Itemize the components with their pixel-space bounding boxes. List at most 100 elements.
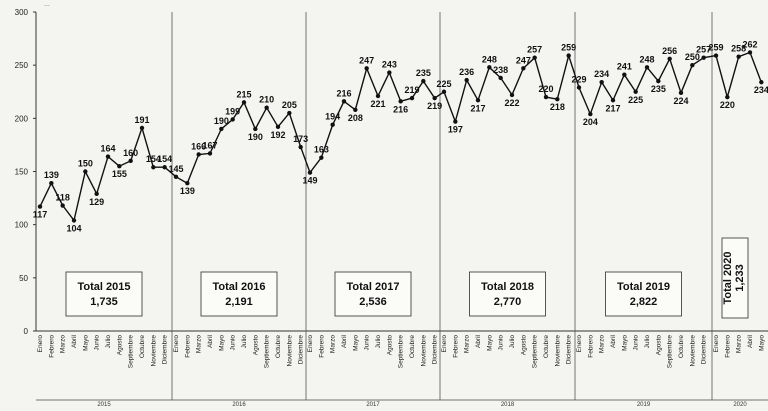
x-tick-label-month: Abril (341, 334, 348, 348)
x-tick-label-month: Agosto (252, 335, 259, 356)
data-label: 234 (754, 85, 768, 95)
data-point (241, 100, 247, 105)
data-point (644, 65, 650, 70)
data-label: 150 (78, 159, 93, 169)
data-label: 257 (527, 45, 542, 55)
y-tick-label: 0 (24, 327, 29, 336)
data-point (49, 180, 54, 186)
data-point (128, 158, 133, 164)
data-point (622, 72, 627, 77)
data-label: 154 (146, 154, 161, 164)
x-tick-label-month: Febrero (587, 335, 594, 358)
x-tick-label-month: Marzo (196, 335, 203, 353)
x-tick-label-month: Julio (509, 335, 516, 349)
x-tick-label-month: Marzo (599, 335, 606, 353)
x-tick-label-month: Julio (105, 335, 112, 349)
data-point (196, 152, 201, 157)
x-year-label: 2018 (501, 402, 515, 408)
data-series: 1171391181041501291641551601911541541451… (33, 39, 768, 233)
data-label: 208 (348, 113, 363, 123)
total-box-title: Total 2016 (213, 281, 266, 293)
data-label: 220 (538, 84, 553, 94)
data-label: 118 (55, 193, 70, 203)
data-label: 190 (214, 116, 229, 126)
data-point (398, 99, 403, 104)
x-tick-label-month: Marzo (464, 335, 471, 353)
x-tick-label-month: Febrero (724, 335, 731, 358)
data-label: 248 (639, 54, 654, 64)
data-label: 149 (302, 176, 317, 186)
data-label: 218 (550, 102, 565, 112)
data-label: 215 (236, 89, 251, 99)
x-tick-label-month: Julio (375, 335, 382, 349)
data-point (264, 105, 269, 110)
data-point (656, 78, 661, 84)
total-box-value: 2,770 (494, 296, 522, 308)
total-box-title: Total 2019 (617, 281, 670, 293)
x-tick-label-month: Febrero (318, 335, 325, 358)
x-year-label: 2019 (637, 402, 651, 408)
data-point (162, 165, 167, 170)
data-label: 247 (516, 55, 531, 65)
total-box (334, 271, 412, 317)
data-label: 139 (180, 186, 195, 196)
data-label: 216 (393, 104, 408, 114)
x-tick-label-month: Junio (498, 335, 505, 351)
total-box (605, 271, 682, 317)
data-label: 205 (282, 100, 297, 110)
data-point (441, 89, 447, 94)
x-tick-label-month: Agosto (655, 335, 662, 356)
data-label: 224 (673, 96, 688, 106)
data-label: 247 (359, 55, 374, 65)
x-tick-label-month: Mayo (82, 335, 89, 351)
data-point (747, 50, 753, 55)
data-label: 217 (470, 103, 485, 113)
x-tick-label-month: Febrero (452, 335, 459, 358)
total-box-title: Total 2017 (347, 281, 400, 293)
data-point (453, 119, 458, 124)
x-tick-label-month: Junio (94, 335, 101, 351)
data-point (117, 163, 122, 169)
data-label: 225 (628, 95, 643, 105)
x-tick-label-month: Diciembre (162, 335, 169, 365)
x-axis-labels: Enero Febrero Marzo Abril Mayo Junio Julio Agos… (37, 334, 765, 408)
x-tick-label-month: Agosto (520, 335, 527, 356)
total-box-value: 2,822 (630, 296, 658, 308)
data-point (701, 55, 706, 60)
data-label: 173 (293, 134, 308, 144)
data-point (725, 94, 730, 100)
data-point (151, 165, 156, 170)
data-label: 262 (742, 39, 757, 49)
data-label: 222 (504, 98, 519, 108)
y-tick-label: 150 (15, 168, 29, 177)
data-point (375, 93, 381, 99)
x-tick-label-month: Octubre (275, 335, 282, 359)
data-label: 145 (168, 164, 183, 174)
x-tick-label-month: Mayo (758, 335, 765, 351)
data-label: 257 (696, 45, 711, 55)
total-box-title: Total 2015 (78, 281, 131, 293)
year-total-boxes: Total 2015 1,735 Total 2016 2,191 Total 2017… (65, 237, 749, 319)
x-tick-label-month: Abril (71, 334, 78, 348)
data-label: 166 (191, 141, 206, 151)
data-label: 197 (448, 125, 463, 135)
x-tick-label-month: Enero (37, 335, 44, 353)
data-label: 258 (731, 44, 746, 54)
data-label: 221 (370, 99, 385, 109)
x-tick-label-month: Septiembre (398, 335, 405, 369)
x-tick-label-month: Julio (644, 335, 651, 349)
data-point (736, 54, 741, 59)
data-label: 256 (662, 46, 677, 56)
x-tick-label-month: Septiembre (667, 335, 674, 369)
data-point (330, 122, 335, 127)
total-box-value: 2,191 (225, 296, 253, 308)
data-point (253, 126, 258, 132)
data-label: 129 (89, 197, 104, 207)
x-tick-label-month: Marzo (330, 335, 337, 353)
x-tick-label-month: Mayo (218, 335, 225, 351)
data-label: 236 (459, 67, 474, 77)
data-point (185, 180, 190, 186)
total-box-value: 1,735 (90, 296, 118, 308)
x-tick-label-month: Septiembre (532, 335, 539, 369)
data-label: 155 (112, 169, 127, 179)
